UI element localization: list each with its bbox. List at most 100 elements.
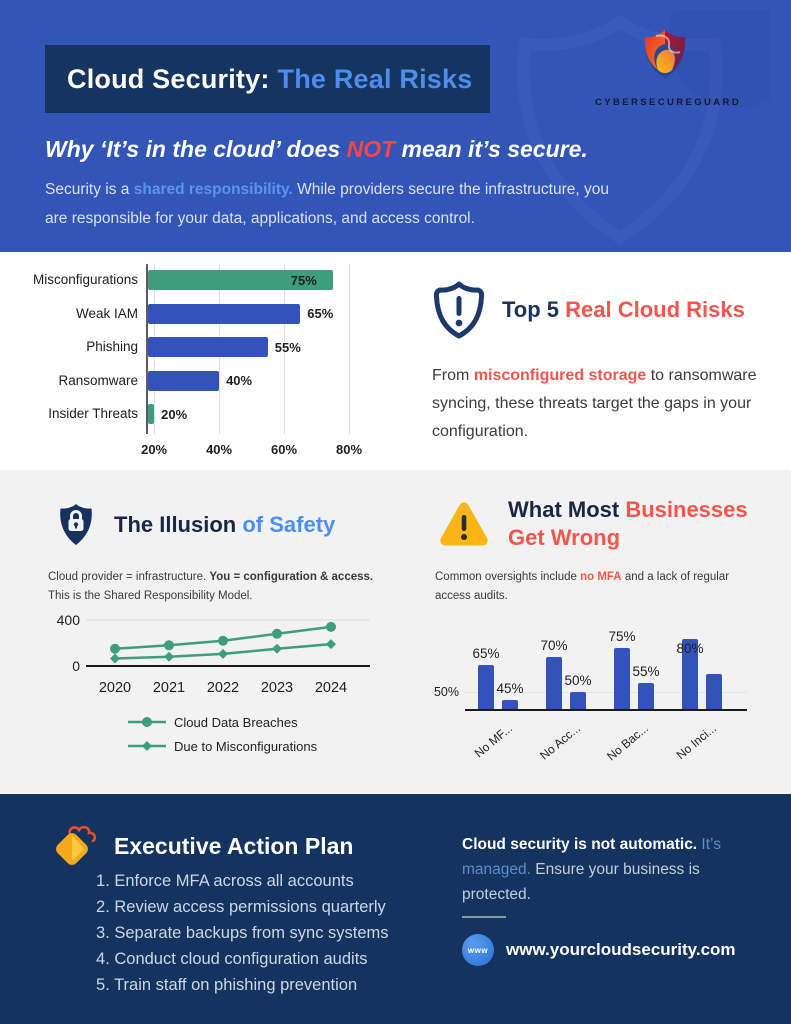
- bar-value-label: 55%: [632, 663, 660, 679]
- shield-watermark-icon: [668, 10, 770, 108]
- wrong-caption-pre: Common oversights include: [435, 571, 581, 583]
- line-chart-svg: 400 0 2020 2021 2022 2023 2024: [57, 612, 370, 696]
- illusion-heading-row: The Illusion of Safety: [56, 502, 335, 548]
- svg-text:2022: 2022: [207, 680, 239, 696]
- brand-logo: CYBERSECUREGUARD: [595, 26, 742, 108]
- oversights-bar-chart: 50% 65% 45% No MF... 70% 50% No Acc... 75% 55% No…: [425, 605, 791, 790]
- top-risks-heading-part1: Top 5: [502, 296, 566, 322]
- bar: [682, 639, 698, 709]
- y-tick-label: 50%: [433, 684, 459, 699]
- middle-section: The Illusion of Safety Cloud provider = …: [0, 470, 791, 794]
- top-risks-bar-chart: 20% 40% 60% 80% Misconfigurations 75% Weak IAM…: [10, 262, 388, 462]
- x-axis-line: [465, 709, 747, 711]
- bar-category-label: Ransomware: [58, 372, 138, 388]
- action-plan-item-5: Train staff on phishing prevention: [114, 976, 358, 994]
- brand-name: CYBERSECUREGUARD: [595, 97, 742, 108]
- page-title-part1: Cloud Security:: [67, 63, 270, 94]
- bar: [148, 370, 220, 391]
- bar-value-label: 20%: [161, 406, 188, 422]
- legend-item-misconfig: Due to Misconfigurations: [128, 734, 317, 758]
- bar-category-label: Phishing: [86, 339, 138, 354]
- announcement-icon: [56, 825, 97, 865]
- y-gridline: [465, 691, 747, 693]
- wrong-caption-emphasis: no MFA: [580, 571, 622, 583]
- action-plan-heading: Executive Action Plan: [114, 832, 354, 859]
- header-paragraph: Security is a shared responsibility. Whi…: [45, 176, 630, 233]
- action-plan-item-2: Review access permissions quarterly: [114, 898, 386, 916]
- svg-text:2021: 2021: [153, 680, 185, 696]
- svg-text:2020: 2020: [99, 680, 131, 696]
- top-risks-heading-row: Top 5 Real Cloud Risks: [432, 280, 762, 340]
- svg-text:2024: 2024: [315, 680, 347, 696]
- illusion-caption-pre: Cloud provider = infrastructure.: [48, 571, 210, 583]
- page-title: Cloud Security: The Real Risks: [45, 45, 490, 113]
- footer-divider: [462, 916, 506, 918]
- top-risks-section: 20% 40% 60% 80% Misconfigurations 75% Weak IAM…: [0, 252, 791, 470]
- bar-value-label: 75%: [290, 272, 317, 288]
- warning-triangle-icon: [440, 502, 488, 545]
- x-tick-label: 40%: [206, 442, 233, 457]
- illusion-caption-post: This is the Shared Responsibility Model.: [48, 589, 253, 602]
- legend-circle-marker-icon: [128, 717, 166, 727]
- top-risks-paragraph-emphasis: misconfigured storage: [473, 367, 647, 384]
- x-category-label: No MF...: [471, 721, 515, 761]
- wrong-heading-part2: Businesses Get Wrong: [508, 497, 748, 550]
- bar-value-label: 75%: [608, 628, 636, 644]
- footer-note-bold: Cloud security is not automatic.: [462, 836, 698, 853]
- wrong-heading-row: What Most Businesses Get Wrong: [438, 496, 758, 551]
- x-category-label: No Inci...: [673, 721, 719, 763]
- logo-shield-icon: [644, 30, 686, 78]
- action-plan-item-4: Conduct cloud configuration audits: [114, 950, 368, 968]
- bar: [148, 303, 301, 324]
- line-chart-legend: Cloud Data Breaches Due to Misconfigurat…: [128, 710, 317, 758]
- bar-value-label: 65%: [307, 306, 334, 321]
- action-plan-item-1: Enforce MFA across all accounts: [114, 872, 354, 890]
- bar: [148, 337, 268, 357]
- subtitle-emphasis: NOT: [346, 136, 396, 162]
- action-plan-list: Enforce MFA across all accounts Review a…: [96, 872, 389, 1002]
- svg-text:0: 0: [72, 658, 80, 674]
- wrong-caption: Common oversights include no MFA and a l…: [435, 568, 767, 606]
- x-category-label: No Bac...: [604, 721, 651, 764]
- wrong-heading-part1: What Most: [508, 497, 626, 522]
- breaches-line-chart: 400 0 2020 2021 2022 2023 2024: [40, 608, 390, 708]
- bar-category-label: Misconfigurations: [32, 272, 138, 287]
- website-link[interactable]: www www.yourcloudsecurity.com: [462, 934, 736, 966]
- footer-note-blue: It’s managed.: [462, 836, 721, 879]
- bar-category-label: Weak IAM: [75, 305, 138, 321]
- action-plan-heading-row: Executive Action Plan: [52, 824, 353, 868]
- top-risks-heading-part2: Real Cloud Risks: [565, 296, 745, 322]
- page-title-part2: The Real Risks: [277, 63, 473, 94]
- illusion-caption-bold: You = configuration & access.: [209, 571, 374, 583]
- header-paragraph-emphasis: shared responsibility.: [133, 181, 293, 198]
- bar-value-label: 45%: [496, 681, 524, 697]
- footer-note: Cloud security is not automatic. It’s ma…: [462, 832, 724, 907]
- bar: [148, 404, 155, 424]
- bar-value-label: 40%: [226, 373, 253, 388]
- website-url: www.yourcloudsecurity.com: [506, 940, 736, 959]
- bar: [546, 656, 562, 709]
- globe-www-icon: www: [462, 934, 494, 966]
- bar-value-label: 70%: [540, 637, 568, 653]
- y-axis-line: [146, 264, 148, 434]
- x-tick-label: 80%: [335, 442, 363, 457]
- x-category-label: No Acc...: [537, 721, 583, 763]
- top-risks-paragraph-pre: From: [432, 367, 474, 384]
- subtitle-pre: Why ‘It’s in the cloud’ does: [45, 136, 347, 162]
- subtitle-post: mean it’s secure.: [395, 136, 588, 162]
- header-paragraph-post: While providers secure the infrastructur…: [45, 181, 609, 227]
- legend-diamond-marker-icon: [128, 741, 166, 751]
- top-risks-heading: Top 5 Real Cloud Risks: [502, 297, 745, 323]
- x-tick-label: 60%: [271, 442, 298, 457]
- x-gridline: [349, 264, 350, 434]
- svg-text:400: 400: [57, 612, 81, 628]
- top-risks-paragraph-post: to ransomware syncing, these threats tar…: [432, 367, 757, 440]
- wrong-heading: What Most Businesses Get Wrong: [508, 496, 758, 551]
- illusion-heading: The Illusion of Safety: [114, 511, 335, 539]
- top-risks-paragraph: From misconfigured storage to ransomware…: [432, 362, 762, 446]
- header-section: Cloud Security: The Real Risks: [0, 0, 791, 252]
- legend-label-breaches: Cloud Data Breaches: [174, 714, 298, 730]
- bar-value-label: 65%: [472, 646, 500, 662]
- bar: [638, 682, 654, 709]
